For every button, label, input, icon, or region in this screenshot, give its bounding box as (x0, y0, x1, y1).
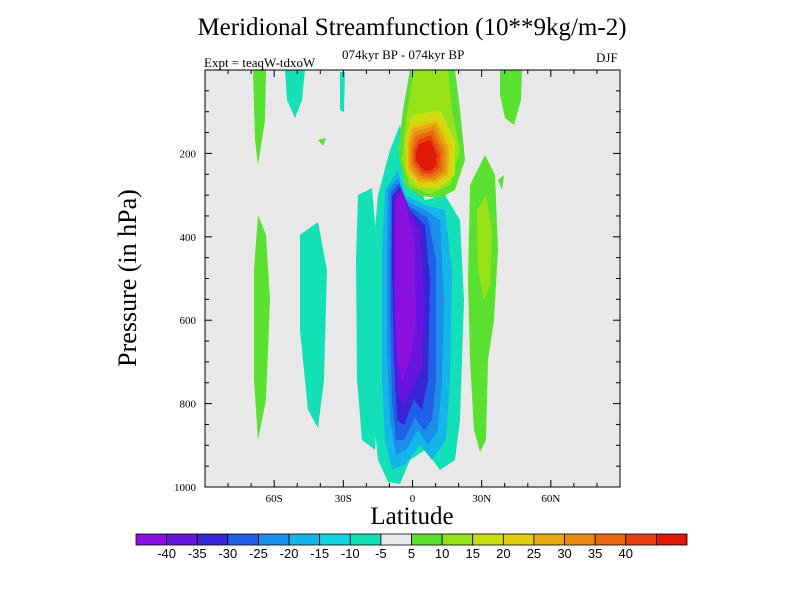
colorbar-swatch (472, 533, 504, 546)
colorbar-label: -15 (310, 546, 329, 561)
y-axis-ticks: 200 400 600 800 1000 (174, 90, 620, 494)
colorbar-swatch (227, 533, 259, 546)
contour-s-hilat-left (253, 70, 266, 165)
contour-s-hilat-lower (254, 215, 270, 440)
x-tick-label: 60S (266, 493, 283, 505)
colorbar-label: 20 (496, 546, 510, 561)
x-tick-label: 60N (541, 493, 560, 505)
colorbar-swatch (625, 533, 657, 546)
y-tick-label: 800 (180, 399, 197, 411)
contour-neg-cyan-left (356, 188, 378, 450)
contour-s-upper-cyan (285, 70, 305, 118)
colorbar-swatch (166, 533, 198, 546)
colorbar-label: -40 (157, 546, 176, 561)
colorbar-swatch (441, 533, 474, 546)
colorbar-swatch (288, 533, 321, 546)
colorbar-swatch (655, 533, 688, 546)
colorbar-swatch (135, 533, 168, 546)
colorbar-label: -5 (375, 546, 387, 561)
y-tick-label: 1000 (174, 482, 197, 494)
y-tick-label: 400 (180, 232, 197, 244)
y-tick-label: 600 (180, 315, 197, 327)
contour-n-yellowgreen (477, 195, 492, 300)
contour-n-speck (498, 175, 504, 190)
colorbar-label: 15 (465, 546, 479, 561)
colorbar-label: -35 (188, 546, 207, 561)
colorbar-swatch (502, 533, 535, 546)
colorbar-label: 40 (619, 546, 633, 561)
contour-s-speck (318, 138, 326, 146)
colorbar: -40 -35 -30 -25 -20 -15 -10 -5 5 10 15 20 25 30 35 40 (135, 533, 688, 561)
x-axis-label: Latitude (370, 503, 454, 530)
colorbar-swatch (258, 533, 290, 546)
contour-pos-core (416, 140, 437, 171)
colorbar-swatch (349, 533, 382, 546)
colorbar-swatch (594, 533, 627, 546)
colorbar-swatch (319, 533, 351, 546)
y-tick-label: 200 (180, 148, 197, 160)
contour-s-mid-cyan (300, 222, 327, 428)
colorbar-label: 30 (557, 546, 571, 561)
x-tick-label: 30S (335, 493, 352, 505)
contour-neg-core (395, 190, 416, 380)
contour-fill (253, 70, 522, 484)
colorbar-label: 10 (435, 546, 449, 561)
chart-title: Meridional Streamfunction (10**9kg/m-2) (197, 14, 627, 41)
x-axis-ticks: 60S 30S 0 30N 60N (227, 70, 598, 505)
contour-n-upper-green (500, 70, 522, 125)
x-tick-label: 30N (472, 493, 491, 505)
colorbar-swatch (380, 533, 412, 546)
colorbar-label: -30 (218, 546, 237, 561)
x-tick-label: 0 (410, 493, 416, 505)
colorbar-swatch (196, 533, 229, 546)
colorbar-label: -20 (280, 546, 299, 561)
season-label: DJF (596, 50, 618, 65)
colorbar-label: 35 (588, 546, 602, 561)
colorbar-swatch (564, 533, 596, 546)
colorbar-swatch (411, 533, 443, 546)
colorbar-label: -10 (341, 546, 360, 561)
experiment-label: Expt = teaqW-tdxoW (204, 55, 316, 70)
contour-upper-dash (340, 72, 345, 112)
colorbar-label: 25 (527, 546, 541, 561)
colorbar-swatch (533, 533, 565, 546)
colorbar-label: 5 (408, 546, 415, 561)
chart-subtitle: 074kyr BP - 074kyr BP (342, 47, 465, 62)
colorbar-label: -25 (249, 546, 268, 561)
